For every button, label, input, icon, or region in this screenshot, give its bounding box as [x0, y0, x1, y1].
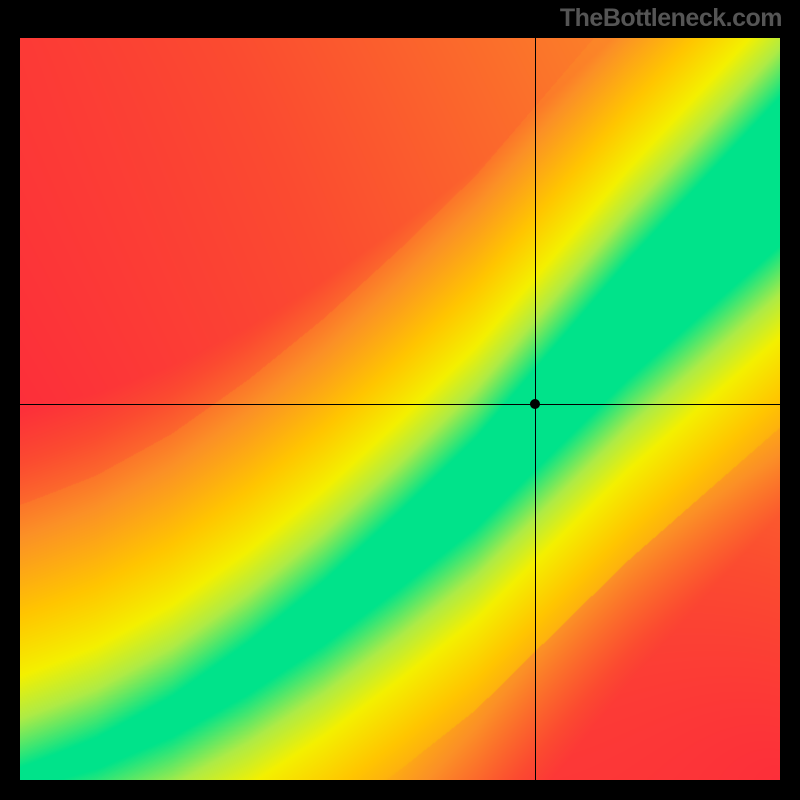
heatmap-canvas [20, 38, 780, 780]
heatmap-plot [20, 38, 780, 780]
crosshair-horizontal [20, 404, 780, 405]
crosshair-marker [530, 399, 540, 409]
crosshair-vertical [535, 38, 536, 780]
watermark-text: TheBottleneck.com [560, 4, 782, 33]
chart-frame: TheBottleneck.com [0, 0, 800, 800]
